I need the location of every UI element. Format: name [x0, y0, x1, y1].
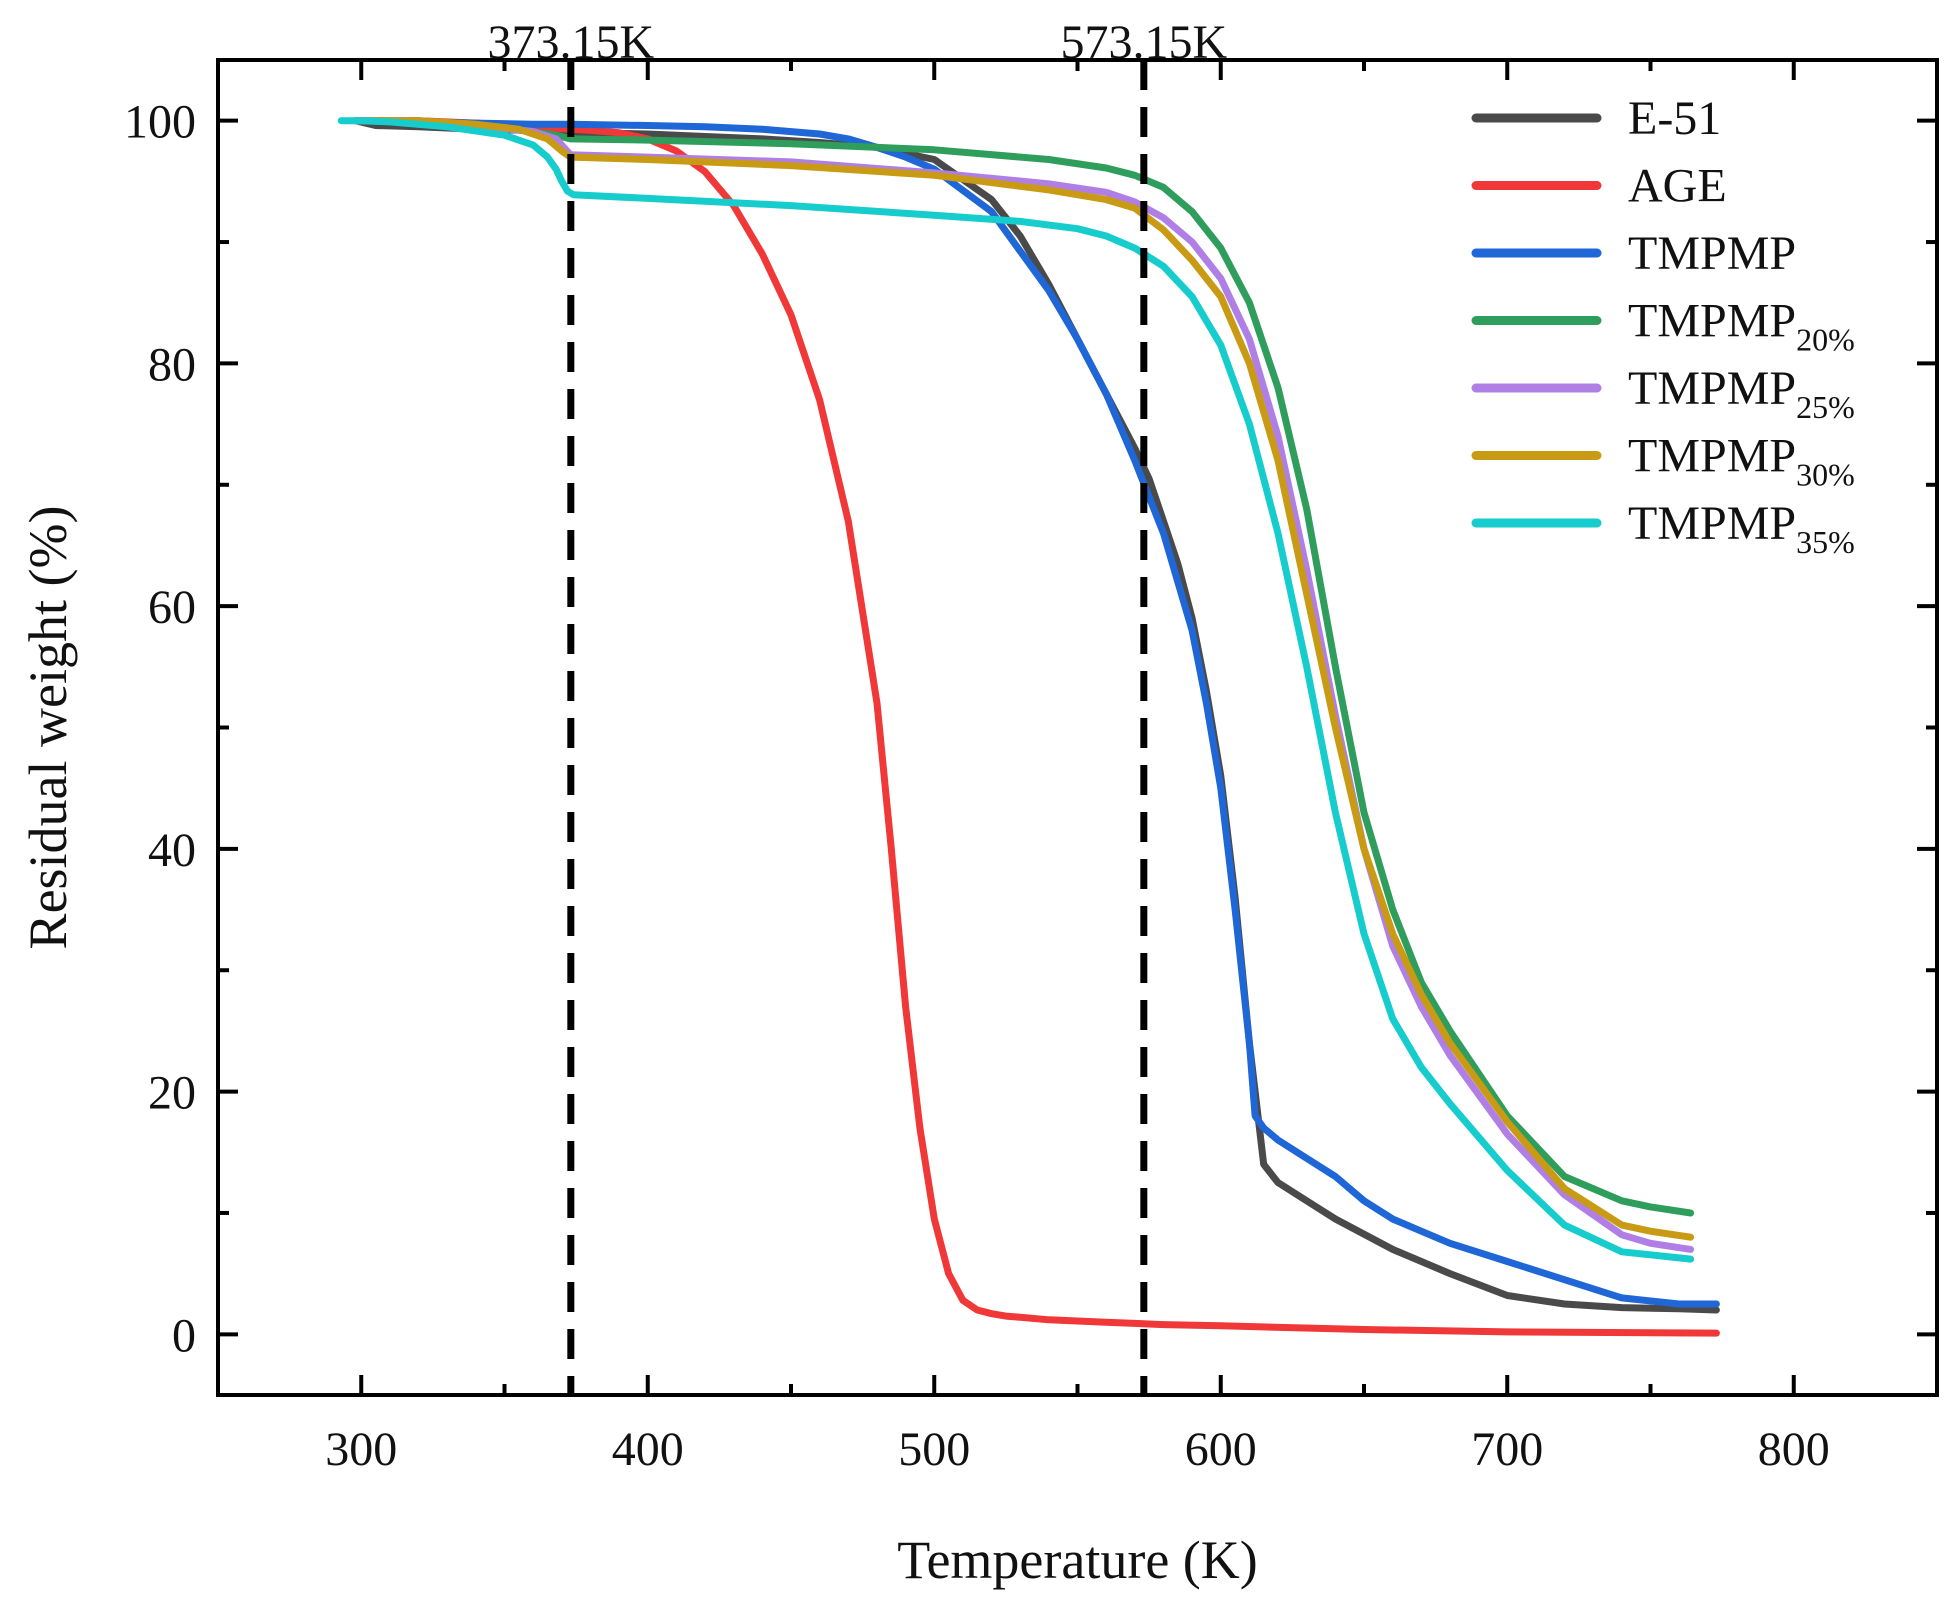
x-axis-title: Temperature (K) — [897, 1530, 1258, 1590]
x-tick-label: 800 — [1758, 1423, 1830, 1476]
legend-label: AGE — [1628, 160, 1727, 213]
y-tick-label: 100 — [124, 96, 196, 149]
series-line — [352, 117, 1720, 1308]
y-tick-label: 0 — [172, 1309, 196, 1362]
legend-label-subscript: 35% — [1796, 524, 1855, 560]
x-tick-label: 300 — [325, 1423, 397, 1476]
series-line — [352, 117, 1695, 1217]
y-tick-label: 80 — [148, 338, 196, 391]
x-tick-label: 600 — [1185, 1423, 1257, 1476]
axis-ticks: 300 400 500 600 700 800 0 20 40 60 80 100 — [124, 60, 1939, 1476]
plot-lines — [337, 117, 1720, 1337]
reference-vlines: 373.15K 573.15K — [487, 16, 1227, 1395]
series-line — [337, 117, 1695, 1263]
legend-label: TMPMP25% — [1628, 362, 1855, 425]
x-tick-label: 700 — [1471, 1423, 1543, 1476]
legend-label: TMPMP20% — [1628, 295, 1855, 358]
y-tick-label: 40 — [148, 824, 196, 877]
y-tick-label: 60 — [148, 581, 196, 634]
x-tick-label: 400 — [612, 1423, 684, 1476]
legend-label: E-51 — [1628, 92, 1721, 145]
legend-label: TMPMP — [1628, 227, 1796, 280]
y-tick-label: 20 — [148, 1067, 196, 1120]
legend-label-subscript: 30% — [1796, 457, 1855, 493]
series-line — [352, 117, 1695, 1253]
x-tick-label: 500 — [898, 1423, 970, 1476]
series-line — [352, 117, 1720, 1337]
legend-label-subscript: 20% — [1796, 322, 1855, 358]
legend-label-subscript: 25% — [1796, 389, 1855, 425]
legend: E-51 AGE TMPMP TMPMP20%TMPMP25%TMPMP30%TMPM… — [1471, 92, 1855, 560]
legend-label: TMPMP30% — [1628, 430, 1855, 493]
legend-label: TMPMP35% — [1628, 497, 1855, 560]
y-axis-title: Residual weight (%) — [18, 506, 78, 950]
series-line — [352, 117, 1695, 1241]
